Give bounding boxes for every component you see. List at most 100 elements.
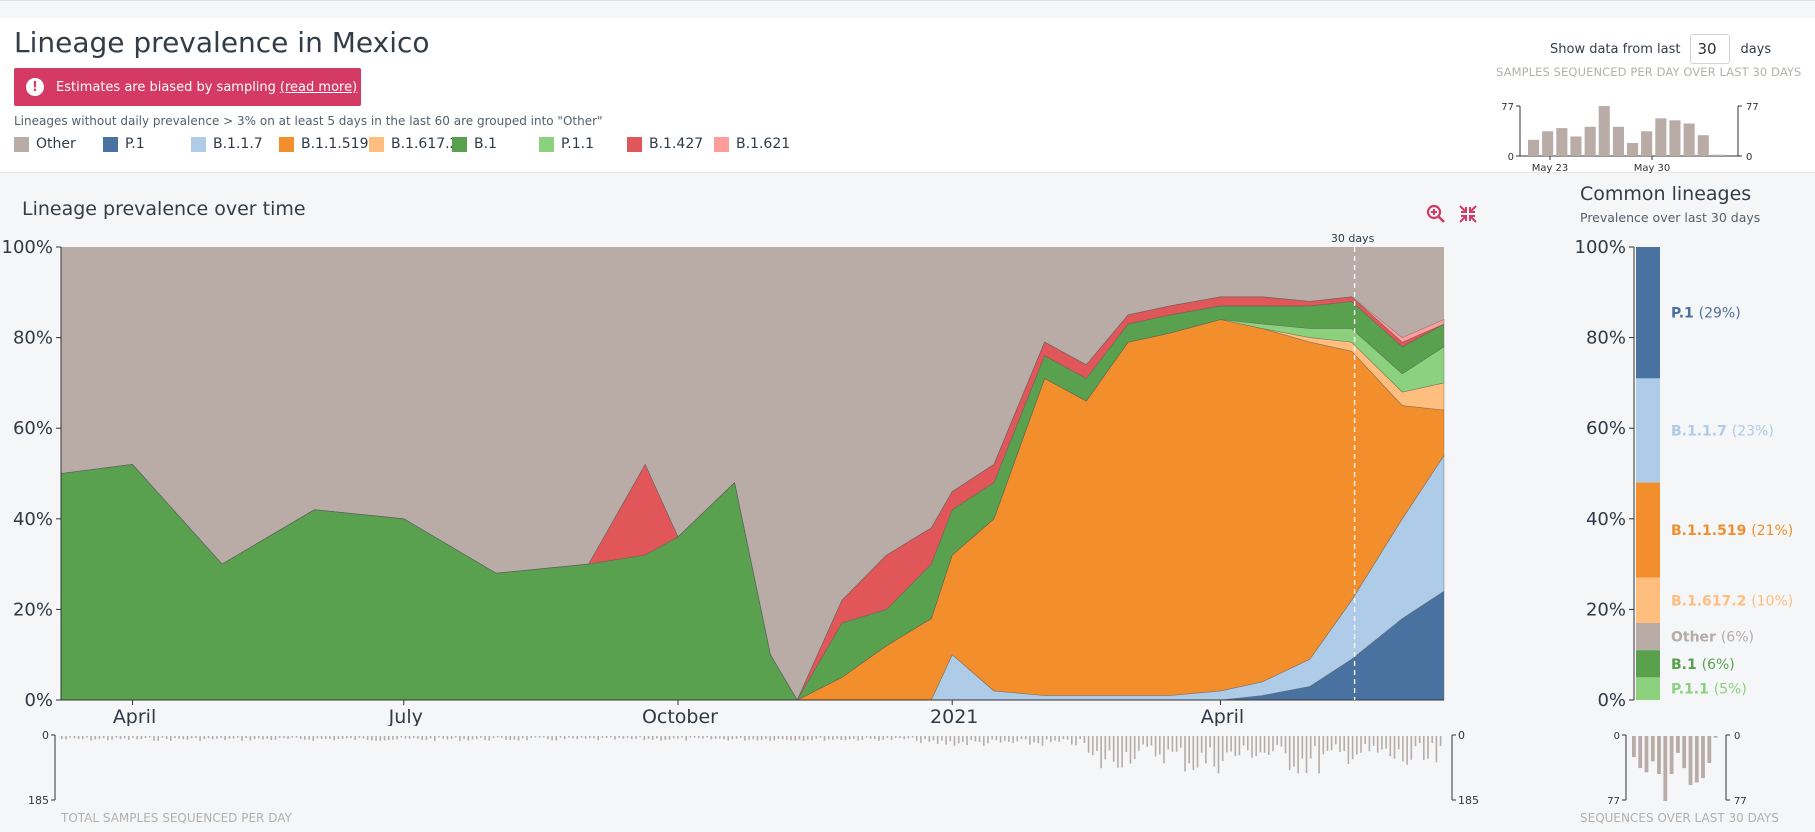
sample-bar — [111, 736, 113, 740]
sample-bar — [798, 736, 801, 740]
mini-bar — [1683, 123, 1695, 156]
sample-bar — [568, 736, 570, 738]
sample-bar — [509, 736, 511, 740]
sample-bar — [790, 736, 792, 741]
sample-bar — [786, 736, 788, 740]
sample-bar — [710, 736, 713, 740]
sample-bar — [1012, 736, 1014, 743]
sample-bar — [496, 736, 499, 738]
legend-item[interactable]: B.1.427 — [627, 136, 703, 152]
sample-bar — [1205, 736, 1207, 764]
sample-bar — [1376, 736, 1379, 753]
sample-bar — [639, 736, 641, 738]
sample-bar — [957, 736, 960, 744]
sample-bar — [807, 736, 809, 740]
legend-swatch — [369, 136, 384, 152]
legend-item[interactable]: P.1 — [103, 136, 145, 152]
sample-bar — [1393, 736, 1396, 759]
sample-bar — [392, 736, 394, 740]
y-tick-label: 20% — [13, 599, 53, 620]
legend-item[interactable]: B.1.617.2 — [369, 136, 459, 152]
common-bar-segment — [1636, 378, 1660, 483]
sample-bar — [1024, 736, 1027, 740]
sample-bar — [132, 736, 134, 738]
sample-bar — [375, 736, 377, 741]
mini-bar — [1641, 131, 1653, 156]
legend-item[interactable]: Other — [14, 136, 76, 152]
sample-bar — [341, 736, 344, 739]
mini-bar — [1598, 106, 1610, 156]
legend-item[interactable]: P.1.1 — [539, 136, 594, 152]
mini-bar — [1570, 136, 1582, 156]
sample-bar — [1146, 736, 1148, 747]
sample-bar — [1033, 736, 1035, 743]
sample-bar — [522, 736, 524, 739]
sample-bar — [1188, 736, 1190, 764]
sample-bar — [220, 736, 222, 738]
sample-bar — [467, 736, 470, 741]
sample-bar — [1209, 736, 1211, 748]
sample-bar — [1251, 736, 1253, 758]
sample-bar — [702, 736, 704, 739]
sample-bar — [1309, 736, 1312, 759]
sample-bar — [1159, 736, 1161, 755]
compress-icon[interactable] — [1458, 204, 1478, 224]
sample-bar — [1071, 736, 1073, 745]
mini-x-label: May 30 — [1634, 163, 1671, 174]
sample-bar — [421, 736, 423, 740]
sample-bar — [861, 736, 864, 740]
legend-swatch — [14, 136, 29, 152]
sample-bar — [693, 736, 696, 738]
legend-swatch — [452, 136, 467, 152]
mini-bar — [1528, 139, 1540, 156]
zoom-in-icon[interactable] — [1426, 204, 1446, 224]
sample-bar — [320, 736, 323, 739]
sample-bar — [1217, 736, 1220, 774]
sample-bar — [73, 736, 76, 739]
sample-bar — [65, 736, 67, 740]
sample-bar — [848, 736, 851, 740]
sample-bar — [832, 736, 834, 740]
sample-bar — [651, 736, 654, 740]
sample-bar — [744, 736, 746, 741]
sample-bar — [1138, 736, 1140, 751]
sample-bar — [1058, 736, 1060, 742]
sample-bar — [668, 736, 671, 740]
sample-bar — [475, 736, 478, 740]
legend-item[interactable]: B.1.621 — [714, 136, 790, 152]
sample-bar — [513, 736, 516, 740]
legend-item[interactable]: B.1 — [452, 136, 497, 152]
sample-bar — [1104, 736, 1107, 760]
sample-bar — [1213, 736, 1216, 767]
days-input[interactable] — [1690, 34, 1731, 64]
sample-bar — [1397, 736, 1400, 750]
sample-bar — [911, 736, 914, 738]
sample-bar — [182, 736, 185, 740]
sample-bar — [417, 736, 419, 739]
sample-bar — [1075, 736, 1077, 746]
sample-bar — [446, 736, 449, 740]
sample-bar — [337, 736, 340, 739]
read-more-link[interactable]: (read more) — [279, 79, 358, 95]
sample-bar — [1234, 736, 1237, 757]
mini-bar — [1697, 135, 1709, 156]
sample-bar — [1096, 736, 1098, 752]
sample-bar — [295, 736, 298, 738]
sample-bar — [819, 736, 822, 738]
sample-bar — [991, 736, 993, 740]
mini-bar — [1542, 131, 1554, 156]
legend-label: B.1.1.7 — [213, 136, 263, 152]
sample-bar — [471, 736, 474, 740]
sample-bar — [1066, 736, 1069, 740]
sample-bar — [1192, 736, 1195, 770]
legend-item[interactable]: B.1.1.519 — [279, 136, 369, 152]
sample-bar — [82, 736, 84, 740]
sample-bar — [190, 736, 193, 739]
sample-bar — [601, 736, 604, 738]
sample-bar — [924, 736, 926, 740]
legend-item[interactable]: B.1.1.7 — [191, 136, 263, 152]
sample-bar — [1184, 736, 1186, 772]
legend-swatch — [714, 136, 729, 152]
sample-bar — [61, 736, 63, 740]
sample-bar — [178, 736, 180, 739]
